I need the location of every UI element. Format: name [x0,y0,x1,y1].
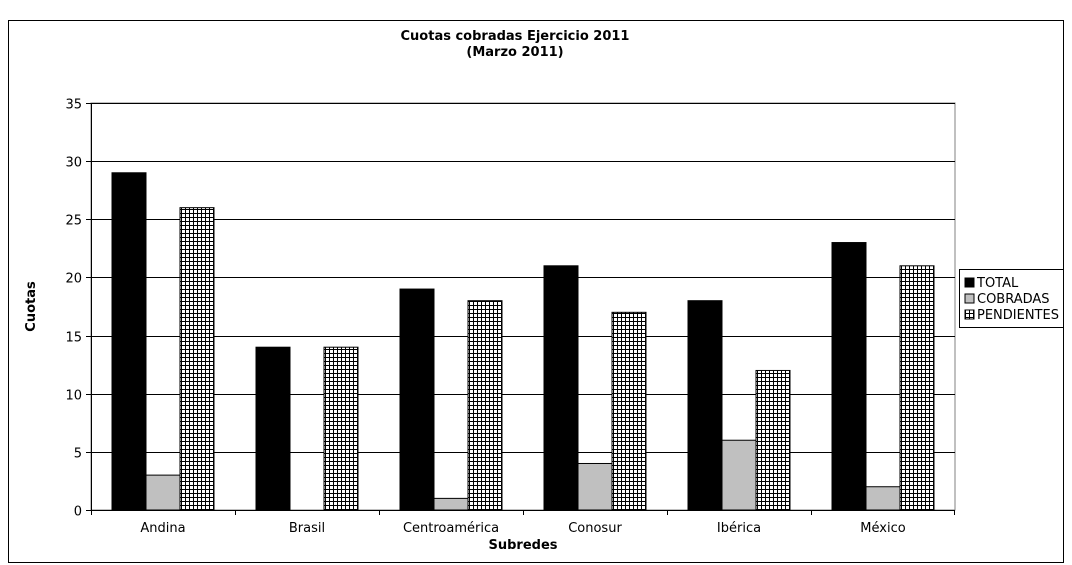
y-tick-label: 5 [74,447,82,462]
chart-title: Cuotas cobradas Ejercicio 2011 [401,29,630,44]
chart-frame: Cuotas cobradas Ejercicio 2011 (Marzo 20… [8,20,1064,563]
bar-cobradas-4 [721,439,757,511]
bar-chart: Cuotas cobradas Ejercicio 2011 (Marzo 20… [24,29,1063,553]
bar-total-0 [111,172,147,511]
bar-total-4 [687,300,723,511]
bar-cobradas-2 [433,497,469,511]
bar-pendientes-3 [611,311,647,511]
legend-swatch-cobradas [964,293,975,304]
bar-cobradas-3 [577,462,613,511]
y-tick-label: 25 [65,214,82,229]
y-tick-label: 0 [74,505,82,520]
bar-pendientes-1 [323,346,359,511]
plot-area: 0 5 10 15 20 25 30 35 Andina Brasil Centroamérica C… [65,98,956,536]
x-tick-label: México [860,521,905,536]
bar-pendientes-5 [899,265,935,511]
y-tick-label: 15 [65,331,82,346]
y-tick-label: 35 [65,98,82,113]
x-tick-label: Ibérica [717,521,761,536]
bar-total-5 [831,242,867,511]
legend-label-pendientes: PENDIENTES [977,308,1059,323]
bar-cobradas-5 [865,486,901,511]
bar-total-3 [543,265,579,511]
x-tick-label: Centroamérica [403,521,499,536]
chart-subtitle: (Marzo 2011) [466,45,563,60]
bar-total-1 [255,346,291,511]
y-tick-label: 30 [65,156,82,171]
y-axis-title: Cuotas [24,281,39,332]
bar-pendientes-4 [755,369,791,511]
x-tick-label: Andina [140,521,185,536]
legend-label-total: TOTAL [976,276,1019,291]
legend-swatch-pendientes [964,309,975,320]
y-tick-label: 10 [65,389,82,404]
x-tick-label: Brasil [289,521,325,536]
y-tick-label: 20 [65,272,82,287]
bar-total-2 [399,288,435,511]
bar-cobradas-0 [145,474,181,511]
bar-pendientes-0 [179,207,215,511]
x-axis-title: Subredes [488,538,557,553]
bar-pendientes-2 [467,300,503,511]
legend-swatch-total [964,277,975,288]
legend-box [959,269,1063,328]
legend-label-cobradas: COBRADAS [977,292,1050,307]
plot-background [90,102,956,511]
x-tick-label: Conosur [568,521,622,536]
